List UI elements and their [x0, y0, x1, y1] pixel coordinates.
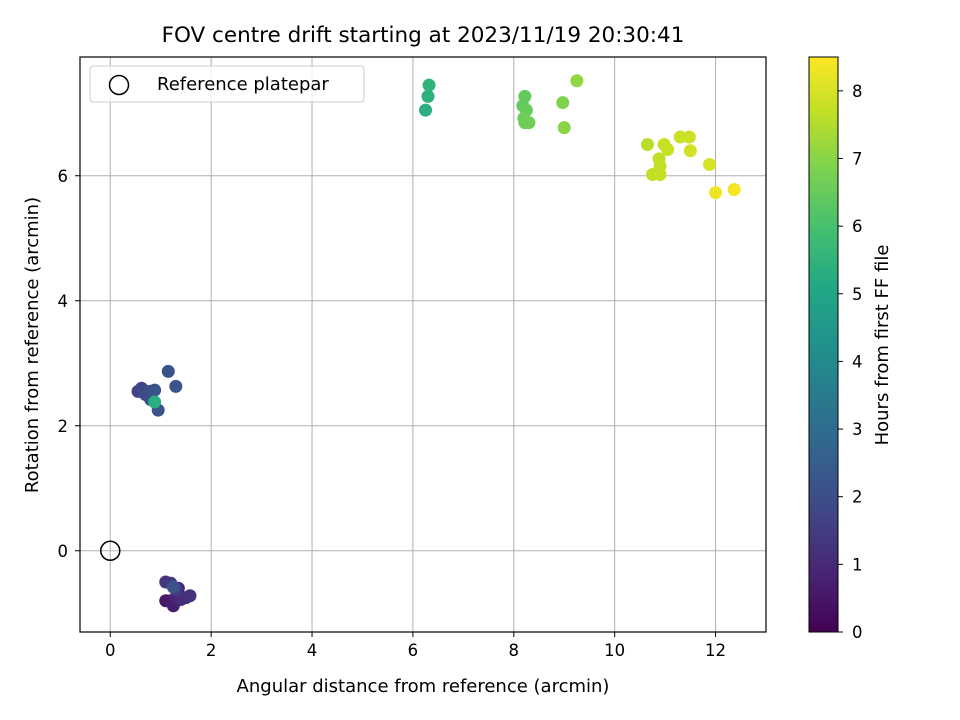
y-axis-ticks: 0 2 4 6 [58, 167, 80, 561]
data-point [522, 116, 536, 130]
x-axis-label: Angular distance from reference (arcmin) [237, 676, 610, 697]
data-point [683, 144, 697, 158]
data-point [640, 138, 654, 151]
y-tick-label: 0 [58, 542, 69, 561]
data-point [161, 364, 175, 378]
data-point [169, 379, 183, 393]
x-tick-label: 6 [408, 641, 419, 660]
data-point [421, 89, 435, 103]
colorbar-tick-label: 7 [852, 149, 863, 168]
colorbar-tick-label: 8 [852, 82, 863, 101]
data-point [183, 589, 197, 603]
legend-open-circle-marker [108, 74, 130, 96]
colorbar: 0 1 2 3 4 5 6 7 8 Hours from first FF file [808, 56, 893, 642]
data-point [148, 383, 162, 397]
data-point [703, 158, 717, 171]
data-point [661, 143, 675, 156]
chart-title: FOV centre drift starting at 2023/11/19 … [162, 23, 685, 48]
data-point [148, 395, 162, 409]
x-tick-label: 0 [105, 641, 116, 660]
legend-label-reference-platepar: Reference platepar [157, 74, 329, 95]
data-point [422, 78, 436, 92]
data-point [673, 130, 687, 144]
colorbar-label: Hours from first FF file [872, 245, 893, 446]
y-axis-label: Rotation from reference (arcmin) [22, 197, 43, 493]
legend-box [89, 65, 365, 103]
data-point [727, 183, 741, 196]
plot-frame [79, 56, 767, 633]
data-point [556, 96, 570, 110]
data-point [709, 186, 723, 200]
y-tick-label: 4 [58, 292, 69, 311]
colorbar-ticks: 0 1 2 3 4 5 6 7 8 [838, 82, 863, 642]
colorbar-gradient [808, 56, 839, 633]
colorbar-tick-label: 5 [852, 285, 863, 304]
x-tick-label: 4 [307, 641, 318, 660]
data-point [166, 580, 180, 594]
colorbar-tick-label: 6 [852, 217, 863, 236]
data-point [518, 89, 532, 103]
x-tick-label: 2 [206, 641, 217, 660]
y-tick-label: 2 [58, 417, 69, 436]
data-points [131, 74, 741, 613]
x-tick-label: 12 [705, 641, 726, 660]
x-tick-label: 8 [509, 641, 520, 660]
data-point [557, 121, 571, 135]
colorbar-tick-label: 2 [852, 488, 863, 507]
data-point [682, 130, 696, 144]
reference-point-marker [100, 540, 121, 561]
data-point [419, 103, 433, 117]
data-point [653, 168, 667, 181]
y-tick-label: 6 [58, 167, 69, 186]
x-axis-ticks: 0 2 4 6 8 10 12 [105, 632, 726, 660]
colorbar-tick-label: 4 [852, 352, 863, 371]
colorbar-tick-label: 1 [852, 555, 863, 574]
colorbar-tick-label: 0 [852, 623, 863, 642]
x-tick-label: 10 [604, 641, 625, 660]
data-point [570, 74, 584, 88]
grid [80, 57, 766, 632]
legend: Reference platepar [89, 65, 365, 103]
colorbar-tick-label: 3 [852, 420, 863, 439]
